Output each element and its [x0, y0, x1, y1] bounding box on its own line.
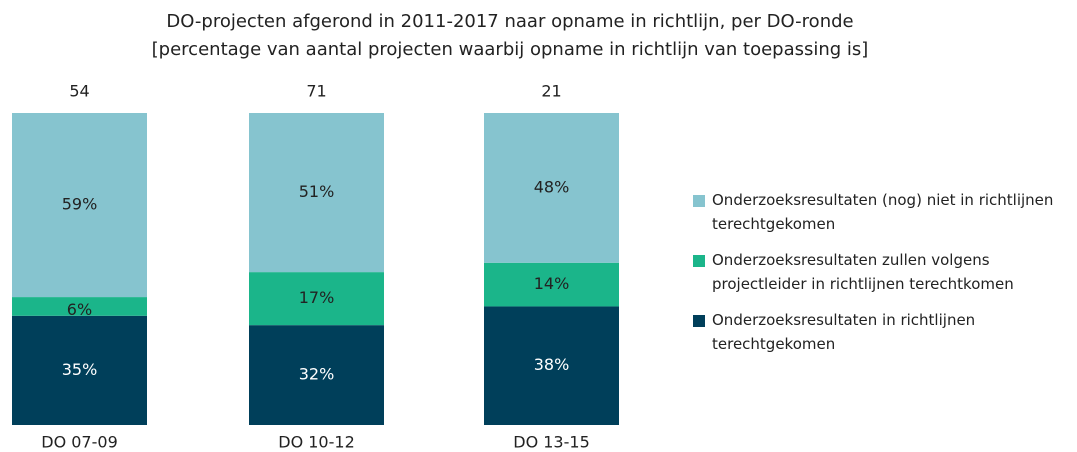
bar-segment	[249, 272, 384, 326]
value-label: 48%	[534, 177, 570, 196]
value-label: 51%	[299, 182, 335, 201]
legend-entry: Onderzoeksresultaten in richtlijnen tere…	[693, 308, 1063, 356]
legend-label: Onderzoeksresultaten (nog) niet in richt…	[712, 191, 1054, 233]
bar-segment	[12, 315, 147, 425]
bar-segment	[12, 113, 147, 298]
legend-swatch	[693, 195, 705, 207]
bar-segment	[484, 113, 619, 263]
total-label: 54	[69, 82, 89, 101]
legend-swatch	[693, 315, 705, 327]
value-label: 17%	[299, 288, 335, 307]
bar-segment	[12, 297, 147, 316]
value-label: 35%	[62, 360, 98, 379]
legend-entry: Onderzoeksresultaten zullen volgens proj…	[693, 248, 1063, 296]
value-label: 6%	[67, 300, 92, 319]
x-tick-label: DO 07-09	[41, 433, 118, 452]
legend-entry: Onderzoeksresultaten (nog) niet in richt…	[693, 188, 1063, 236]
bar-segment	[484, 262, 619, 307]
chart-title: DO-projecten afgerond in 2011-2017 naar …	[166, 11, 853, 32]
legend-label: Onderzoeksresultaten zullen volgens proj…	[712, 251, 1014, 293]
value-label: 38%	[534, 355, 570, 374]
legend-label: Onderzoeksresultaten in richtlijnen tere…	[712, 311, 976, 353]
x-tick-label: DO 10-12	[278, 433, 355, 452]
value-label: 59%	[62, 195, 98, 214]
bar-segment	[484, 306, 619, 425]
total-label: 71	[306, 82, 326, 101]
total-label: 21	[541, 82, 561, 101]
legend-swatch	[693, 255, 705, 267]
value-label: 14%	[534, 274, 570, 293]
x-tick-label: DO 13-15	[513, 433, 590, 452]
bar-segment	[249, 113, 384, 273]
chart-subtitle: [percentage van aantal projecten waarbij…	[152, 39, 869, 60]
legend: Onderzoeksresultaten (nog) niet in richt…	[693, 188, 1063, 368]
bar-segment	[249, 325, 384, 425]
value-label: 32%	[299, 365, 335, 384]
